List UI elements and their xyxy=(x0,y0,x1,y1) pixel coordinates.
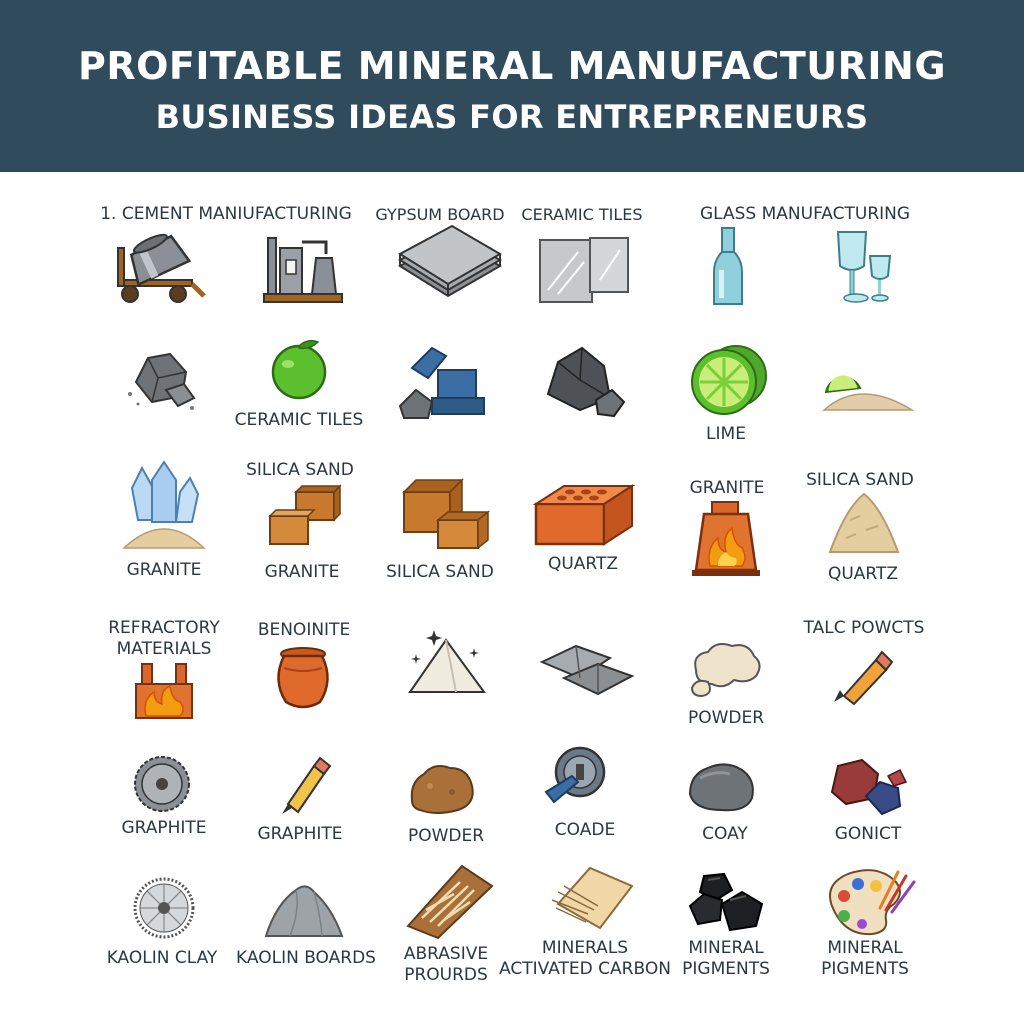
label-graphite-c2: GRAPHITE xyxy=(257,824,343,844)
metal-ingots-icon xyxy=(539,644,635,696)
cement-plant-icon xyxy=(263,237,343,303)
excavator-rocks-icon xyxy=(398,346,485,419)
coal-lumps-icon xyxy=(688,872,764,932)
gray-stone-icon xyxy=(688,763,754,812)
grinding-wheel-icon xyxy=(134,756,190,812)
pencil-icon-row5 xyxy=(282,756,332,814)
label-lime: LIME xyxy=(706,424,746,444)
brick-blocks-icon xyxy=(402,478,491,550)
label-mineral-pigments-b-line1: MINERAL xyxy=(827,938,903,958)
lime-sand-pile-icon xyxy=(822,375,915,411)
label-granite-r3c5: GRANITE xyxy=(689,478,765,498)
mineral-grid: 1. CEMENT MANIUFACTURING GYPSUM BOARD CE… xyxy=(0,172,1024,1024)
lime-slice-icon xyxy=(691,345,767,415)
label-ceramic-tiles-top: CERAMIC TILES xyxy=(521,205,643,224)
gray-pile-icon xyxy=(264,885,344,937)
label-mineral-pigments-b-line2: PIGMENTS xyxy=(821,959,909,979)
quartz-crystal-icon xyxy=(122,460,206,549)
label-minerals-line2: ACTIVATED CARBON xyxy=(499,959,671,979)
label-quartz-r3c4: QUARTZ xyxy=(547,554,619,574)
pyramid-sparkle-icon xyxy=(408,630,486,693)
talc-powder-icon xyxy=(690,643,761,698)
colored-rocks-icon xyxy=(830,758,908,816)
page-title-line2: BUSINESS IDEAS FOR ENTREPRENEURS xyxy=(155,98,869,136)
sand-pile-icon xyxy=(828,492,900,553)
dark-rocks-icon xyxy=(546,346,626,418)
label-granite-r3c1: GRANITE xyxy=(126,560,202,580)
clay-blocks-icon xyxy=(268,484,342,545)
cement-mixer-icon xyxy=(117,233,206,303)
pencil-icon-row4 xyxy=(834,650,894,706)
label-gypsum-board: GYPSUM BOARD xyxy=(375,205,505,224)
header-banner: PROFITABLE MINERAL MANUFACTURING BUSINES… xyxy=(0,0,1024,172)
ceramic-tiles-icon xyxy=(539,237,629,303)
green-lime-fruit-icon xyxy=(271,339,327,400)
page-title-line1: PROFITABLE MINERAL MANUFACTURING xyxy=(77,44,947,88)
furnace-fire-icon xyxy=(135,663,193,719)
label-graphite-c1: GRAPHITE xyxy=(121,818,207,838)
label-cement-manufacturing: 1. CEMENT MANIUFACTURING xyxy=(100,204,352,224)
label-coade: COADE xyxy=(554,820,616,840)
label-refractory-line2: MATERIALS xyxy=(116,639,212,659)
label-gonict: GONICT xyxy=(834,824,902,844)
glass-bottle-icon xyxy=(713,227,743,305)
label-kaolin-boards: KAOLIN BOARDS xyxy=(236,948,376,968)
brown-rock-icon xyxy=(410,765,474,814)
label-powder-r4: POWDER xyxy=(687,708,765,728)
label-silica-sand-r3c3: SILICA SAND xyxy=(386,562,494,582)
label-refractory-line1: REFRACTORY xyxy=(108,618,220,638)
clay-pot-icon xyxy=(277,647,329,709)
label-abrasive-line1: ABRASIVE xyxy=(403,944,489,964)
gypsum-board-stack-icon xyxy=(398,224,502,298)
kiln-fire-icon xyxy=(692,501,760,576)
paint-palette-icon xyxy=(829,869,916,936)
label-quartz-r3c6: QUARTZ xyxy=(827,564,899,584)
label-mineral-pigments-a-line2: PIGMENTS xyxy=(682,959,770,979)
activated-carbon-icon xyxy=(551,866,634,930)
label-talc-powcts: TALC POWCTS xyxy=(803,618,925,638)
orange-brick-icon xyxy=(532,484,636,546)
label-kaolin-clay: KAOLIN CLAY xyxy=(106,948,218,968)
saw-blade-icon xyxy=(133,877,195,939)
label-mineral-pigments-a-line1: MINERAL xyxy=(688,938,764,958)
label-minerals-line1: MINERALS xyxy=(541,938,629,958)
label-silica-sand-r3c2: SILICA SAND xyxy=(246,460,354,480)
wine-glasses-icon xyxy=(836,231,892,303)
label-abrasive-line2: PROURDS xyxy=(404,965,488,985)
gray-rocks-icon xyxy=(128,352,196,410)
label-benoinite: BENOINITE xyxy=(257,620,351,640)
label-ceramic-tiles-row2: CERAMIC TILES xyxy=(234,410,364,430)
label-glass-manufacturing: GLASS MANUFACTURING xyxy=(699,204,911,224)
label-silica-sand-r3c6: SILICA SAND xyxy=(806,470,914,490)
label-granite-r3c2: GRANITE xyxy=(264,562,340,582)
crusher-machine-icon xyxy=(544,746,606,804)
abrasive-fibers-icon xyxy=(406,864,494,940)
label-coay: COAY xyxy=(702,824,748,844)
label-powder-r5: POWDER xyxy=(407,826,485,846)
